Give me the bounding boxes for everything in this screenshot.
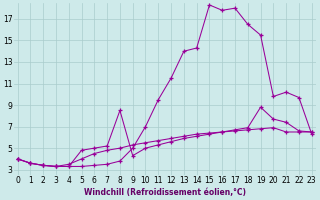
X-axis label: Windchill (Refroidissement éolien,°C): Windchill (Refroidissement éolien,°C) <box>84 188 246 197</box>
